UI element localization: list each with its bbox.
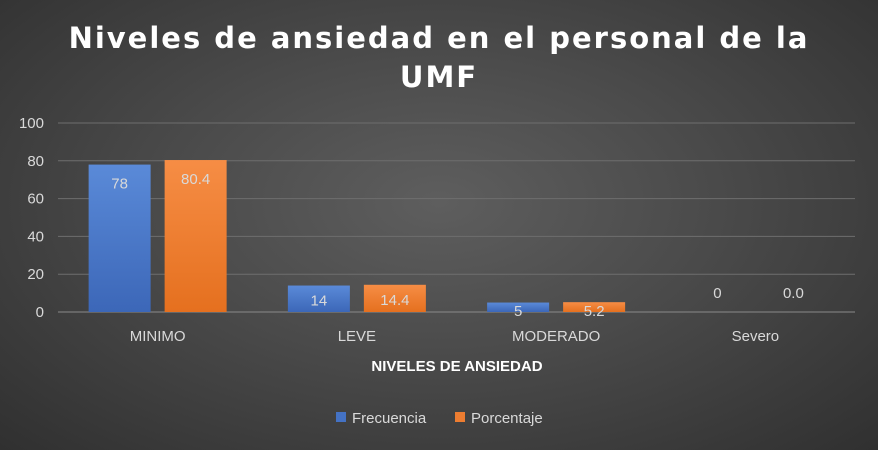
y-tick-label: 60 — [27, 191, 44, 208]
x-category-label: Severo — [732, 328, 780, 345]
bar-porcentaje — [363, 284, 426, 312]
data-label-frecuencia: 14 — [311, 293, 328, 310]
data-label-frecuencia: 0 — [713, 285, 721, 302]
data-label-porcentaje: 0.0 — [783, 285, 804, 302]
data-label-porcentaje: 80.4 — [181, 171, 210, 188]
y-tick-label: 100 — [19, 115, 44, 132]
legend-label-frecuencia: Frecuencia — [352, 410, 427, 427]
bar-frecuencia — [487, 302, 550, 312]
bars — [88, 160, 626, 312]
x-category-label: MINIMO — [130, 328, 186, 345]
chart-title: Niveles de ansiedad en el personal de la… — [69, 21, 810, 94]
data-label-porcentaje: 5.2 — [584, 303, 605, 320]
x-axis-categories: MINIMO LEVE MODERADO Severo — [130, 328, 779, 345]
x-category-label: MODERADO — [512, 328, 600, 345]
bar-porcentaje — [563, 302, 626, 312]
x-category-label: LEVE — [338, 328, 376, 345]
x-axis-title: NIVELES DE ANSIEDAD — [371, 358, 542, 375]
y-axis-ticks: 0 20 40 60 80 100 — [19, 115, 44, 321]
y-tick-label: 80 — [27, 153, 44, 170]
legend-swatch-frecuencia — [336, 412, 346, 422]
chart-title-line-1: Niveles de ansiedad en el personal de la — [69, 21, 810, 55]
legend: Frecuencia Porcentaje — [336, 410, 543, 427]
bar-porcentaje — [164, 160, 227, 312]
y-tick-label: 0 — [36, 304, 44, 321]
y-tick-label: 40 — [27, 228, 44, 245]
data-label-porcentaje: 14.4 — [380, 292, 409, 309]
data-label-frecuencia: 78 — [111, 176, 128, 193]
y-tick-label: 20 — [27, 266, 44, 283]
data-label-frecuencia: 5 — [514, 303, 522, 320]
legend-label-porcentaje: Porcentaje — [471, 410, 543, 427]
data-labels: 78 80.4 14 14.4 5 5.2 0 0.0 — [111, 171, 804, 320]
bar-frecuencia — [287, 285, 350, 312]
legend-swatch-porcentaje — [455, 412, 465, 422]
chart-title-line-2: UMF — [400, 60, 478, 94]
bar-frecuencia — [88, 164, 151, 312]
